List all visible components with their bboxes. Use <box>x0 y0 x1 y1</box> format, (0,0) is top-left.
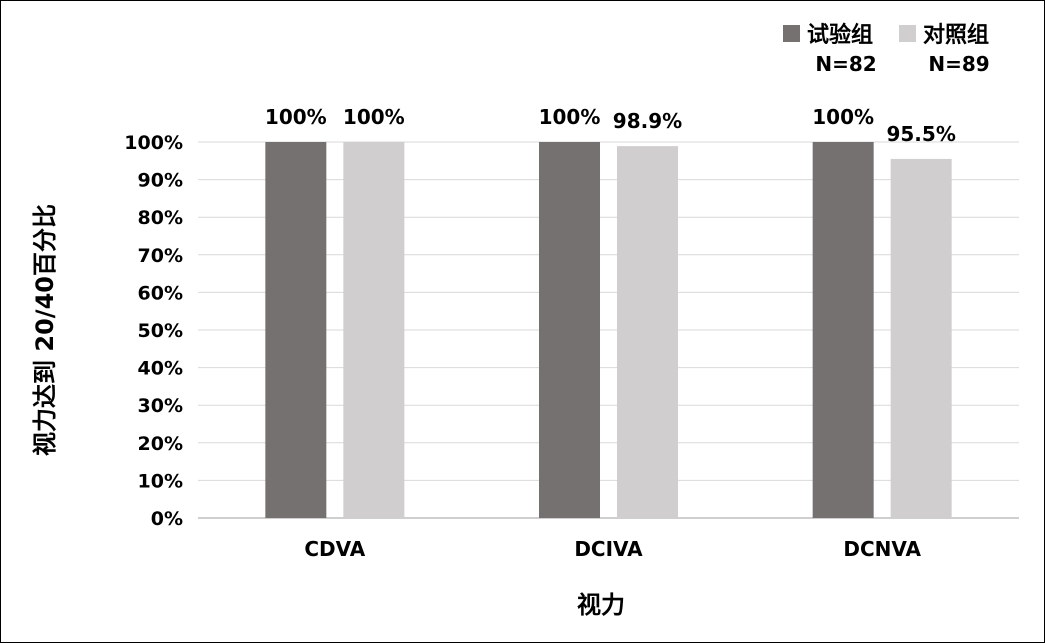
x-category-label: DCIVA <box>574 537 643 561</box>
y-tick-label: 10% <box>138 470 183 492</box>
y-tick-label: 90% <box>138 170 183 192</box>
legend-label: 对照组 <box>923 22 989 48</box>
data-label: 95.5% <box>886 122 955 146</box>
legend-swatch <box>899 25 916 42</box>
legend-n-label: N=82 <box>815 52 876 76</box>
y-tick-label: 40% <box>138 358 183 380</box>
y-axis-title: 视力达到 20/40百分比 <box>31 204 59 456</box>
y-tick-label: 100% <box>124 132 183 154</box>
bar <box>343 142 405 518</box>
data-labels: 100% 100% 100% 98.9% 100% 95.5% <box>265 105 956 146</box>
legend-label: 试验组 <box>807 22 873 48</box>
x-axis-categories: CDVA DCIVA DCNVA <box>304 537 921 561</box>
y-tick-label: 20% <box>138 433 183 455</box>
y-tick-label: 60% <box>138 282 183 304</box>
y-tick-label: 30% <box>138 395 183 417</box>
y-tick-label: 50% <box>138 320 183 342</box>
data-label: 100% <box>343 105 405 129</box>
bars <box>265 142 952 519</box>
data-label: 100% <box>812 105 874 129</box>
bar <box>265 142 327 518</box>
y-axis-ticks: 0% 10% 20% 30% 40% 50% 60% 70% 80% 90% 100% <box>124 132 183 530</box>
data-label: 98.9% <box>613 109 682 133</box>
legend: 试验组 N=82 对照组 N=89 <box>783 22 990 76</box>
bar <box>812 142 874 518</box>
legend-swatch <box>783 25 800 42</box>
bar <box>617 146 678 519</box>
y-tick-label: 80% <box>138 207 183 229</box>
bar <box>539 142 600 518</box>
y-tick-label: 70% <box>138 245 183 267</box>
bar <box>890 158 952 519</box>
legend-n-label: N=89 <box>928 52 989 76</box>
x-category-label: DCNVA <box>843 537 921 561</box>
x-axis-title: 视力 <box>577 591 625 619</box>
y-tick-label: 0% <box>151 508 183 530</box>
data-label: 100% <box>539 105 601 129</box>
data-label: 100% <box>265 105 327 129</box>
gridlines <box>198 141 1019 519</box>
x-category-label: CDVA <box>304 537 365 561</box>
